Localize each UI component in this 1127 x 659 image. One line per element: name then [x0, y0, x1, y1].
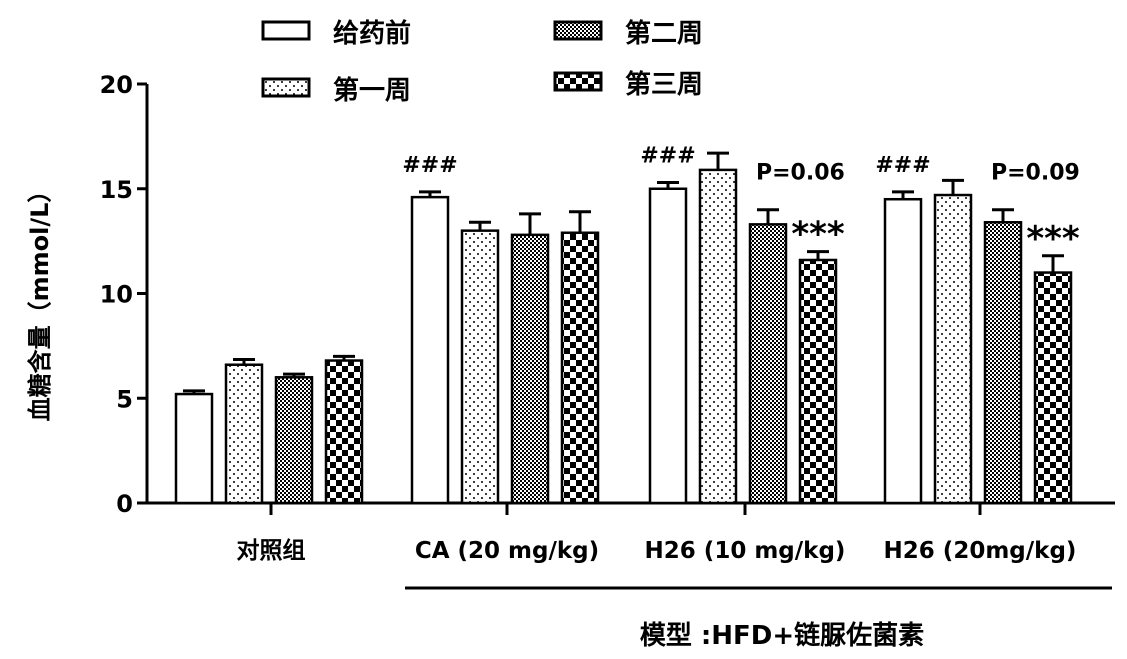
- significance-annotation: P=0.06: [756, 161, 845, 186]
- bar: [274, 376, 314, 505]
- bar: [883, 197, 923, 505]
- x-tick-label: 对照组: [237, 537, 306, 564]
- bar: [410, 195, 450, 505]
- bar: [648, 187, 688, 505]
- significance-annotation: ###: [640, 143, 695, 168]
- bar: [224, 363, 264, 505]
- legend-label: 第三周: [625, 69, 703, 100]
- y-tick-label: 15: [100, 176, 133, 204]
- y-tick-label: 5: [116, 385, 133, 413]
- group-label: 模型 :HFD+链脲佐菌素: [640, 620, 924, 651]
- bar: [698, 168, 738, 505]
- legend-swatch: [553, 71, 603, 92]
- y-tick-label: 20: [100, 71, 133, 99]
- y-axis-label: 血糖含量（mmol/L）: [26, 179, 54, 422]
- annotations: ### ### ### P=0.06 *** P=0.09 ***: [402, 143, 1080, 258]
- significance-annotation: ###: [402, 153, 457, 178]
- legend-swatch: [261, 20, 311, 41]
- bar: [798, 258, 838, 505]
- significance-annotation: P=0.09: [991, 161, 1080, 186]
- legend-swatch: [261, 77, 311, 98]
- bars: [174, 151, 1073, 505]
- significance-annotation: ***: [791, 215, 845, 255]
- bar: [324, 359, 364, 505]
- bar: [174, 392, 214, 505]
- y-tick-label: 0: [116, 490, 133, 518]
- bar: [933, 193, 973, 505]
- bar: [1033, 271, 1073, 505]
- bar: [748, 223, 788, 505]
- x-tick-label: H26 (10 mg/kg): [645, 538, 846, 564]
- bar: [560, 231, 600, 505]
- legend-label: 第二周: [625, 18, 703, 49]
- significance-annotation: ***: [1026, 219, 1080, 259]
- significance-annotation: ###: [875, 153, 930, 178]
- bar: [460, 229, 500, 505]
- bar: [983, 221, 1023, 505]
- legend-label: 第一周: [333, 75, 411, 106]
- legend-swatch: [553, 20, 603, 41]
- legend-label: 给药前: [333, 18, 411, 49]
- x-tick-label: CA (20 mg/kg): [415, 538, 599, 564]
- x-tick-label: H26 (20mg/kg): [884, 538, 1077, 564]
- y-tick-label: 10: [100, 281, 133, 309]
- bar: [510, 233, 550, 505]
